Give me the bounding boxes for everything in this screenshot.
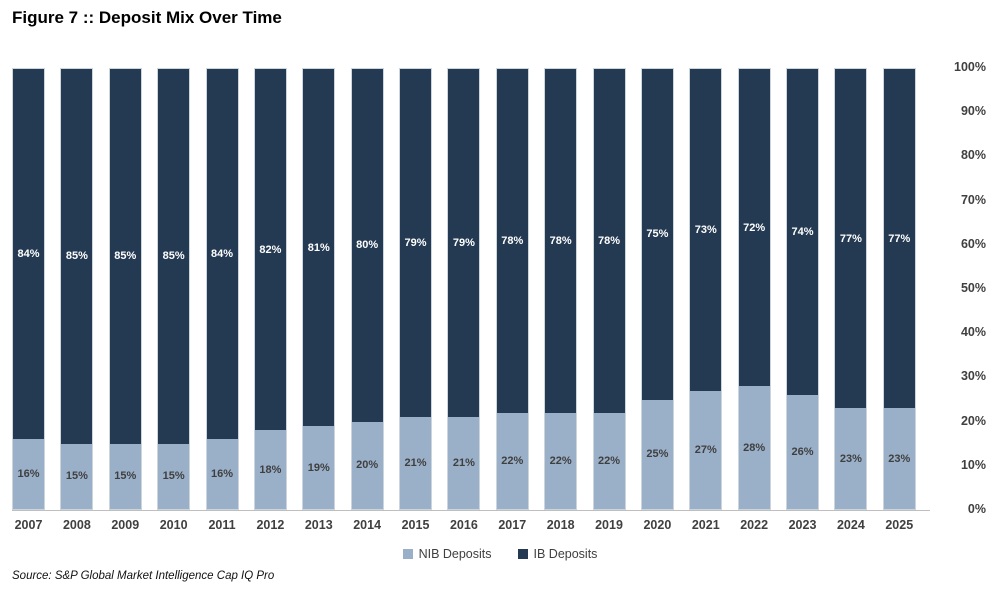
segment-nib-2011: 16%: [205, 439, 239, 510]
segment-nib-2008: 15%: [60, 443, 94, 510]
y-tick-90: 90%: [960, 104, 986, 119]
y-tick-40: 40%: [960, 325, 986, 340]
bar-2016: 79% 21% 2016: [447, 68, 481, 532]
segment-nib-2010: 15%: [157, 443, 191, 510]
x-tick-2018: 2018: [546, 518, 575, 532]
x-tick-2007: 2007: [14, 518, 43, 532]
segment-nib-2018: 22%: [544, 412, 578, 510]
segment-ib-2010: 85%: [157, 68, 191, 444]
x-tick-2008: 2008: [62, 518, 91, 532]
x-tick-2017: 2017: [498, 518, 527, 532]
bar-2015: 79% 21% 2015: [399, 68, 432, 532]
bar-2012: 82% 18% 2012: [253, 68, 287, 532]
bar-2013: 81% 19% 2013: [302, 68, 336, 532]
segment-ib-2021: 73%: [689, 68, 723, 391]
segment-nib-2025: 23%: [882, 408, 916, 510]
y-tick-80: 80%: [960, 148, 986, 163]
bar-2009: 85% 15% 2009: [108, 68, 142, 532]
bar-2025: 77% 23% 2025: [882, 68, 916, 532]
bar-2017: 78% 22% 2017: [495, 68, 529, 532]
x-tick-2013: 2013: [304, 518, 333, 532]
x-tick-2019: 2019: [595, 518, 623, 532]
segment-nib-2024: 23%: [834, 408, 868, 510]
source-note: Source: S&P Global Market Intelligence C…: [12, 570, 275, 582]
x-tick-2022: 2022: [740, 518, 769, 532]
segment-ib-2007: 84%: [12, 68, 45, 440]
chart-title: Figure 7 :: Deposit Mix Over Time: [12, 8, 282, 27]
segment-nib-2007: 16%: [12, 439, 45, 510]
segment-ib-2018: 78%: [544, 68, 578, 413]
bar-2019: 78% 22% 2019: [592, 68, 626, 532]
bar-2010: 85% 15% 2010: [157, 68, 191, 532]
y-tick-10: 10%: [960, 457, 986, 472]
legend-label: IB Deposits: [533, 547, 598, 561]
bar-2021: 73% 27% 2021: [689, 68, 723, 532]
segment-ib-2022: 72%: [737, 68, 771, 387]
segment-nib-2015: 21%: [399, 417, 432, 510]
segment-nib-2017: 22%: [495, 412, 529, 510]
bar-2022: 72% 28% 2022: [737, 68, 771, 532]
y-tick-50: 50%: [960, 281, 986, 295]
x-tick-2012: 2012: [256, 518, 285, 532]
segment-nib-2023: 26%: [786, 395, 819, 510]
segment-ib-2013: 81%: [302, 68, 336, 427]
x-tick-2021: 2021: [691, 518, 720, 532]
legend-label: NIB Deposits: [418, 547, 492, 561]
x-tick-2016: 2016: [449, 518, 478, 532]
legend-item-ib-deposits: IB Deposits: [517, 547, 598, 561]
bar-2020: 75% 25% 2020: [640, 68, 674, 532]
bar-2024: 77% 23% 2024: [834, 68, 868, 532]
segment-nib-2009: 15%: [108, 443, 142, 510]
x-tick-2009: 2009: [111, 518, 140, 532]
legend-swatch: [402, 549, 413, 559]
segment-ib-2015: 79%: [399, 68, 432, 418]
segment-nib-2019: 22%: [592, 412, 626, 510]
segment-ib-2020: 75%: [640, 68, 674, 400]
segment-nib-2013: 19%: [302, 426, 336, 510]
plot-area: 84% 16% 2007 85% 15% 2008 85% 15% 2009 85% 15% 2010…: [12, 68, 916, 532]
x-tick-2025: 2025: [885, 518, 914, 532]
segment-nib-2016: 21%: [447, 417, 481, 510]
bar-2014: 80% 20% 2014: [350, 68, 384, 532]
y-tick-0: 0%: [967, 502, 986, 516]
segment-ib-2023: 74%: [786, 68, 819, 396]
segment-nib-2012: 18%: [253, 430, 287, 510]
segment-ib-2024: 77%: [834, 68, 868, 409]
segment-ib-2017: 78%: [495, 68, 529, 413]
legend-swatch: [517, 549, 528, 559]
legend: NIB Deposits IB Deposits: [0, 547, 1000, 561]
segment-nib-2014: 20%: [350, 421, 384, 510]
segment-ib-2025: 77%: [882, 68, 916, 409]
segment-ib-2011: 84%: [205, 68, 239, 440]
segment-ib-2016: 79%: [447, 68, 481, 418]
x-tick-2023: 2023: [788, 518, 817, 532]
x-tick-2015: 2015: [401, 518, 430, 532]
bar-2011: 84% 16% 2011: [205, 68, 239, 532]
x-tick-2011: 2011: [208, 518, 236, 532]
segment-ib-2019: 78%: [592, 68, 626, 413]
segment-ib-2012: 82%: [253, 68, 287, 431]
x-tick-2014: 2014: [353, 518, 382, 532]
bar-2018: 78% 22% 2018: [544, 68, 578, 532]
x-axis-baseline: [12, 510, 930, 511]
x-tick-2020: 2020: [643, 518, 672, 532]
segment-nib-2022: 28%: [737, 386, 771, 510]
segment-nib-2020: 25%: [640, 399, 674, 510]
bar-2008: 85% 15% 2008: [60, 68, 94, 532]
bar-2023: 74% 26% 2023: [786, 68, 819, 532]
y-tick-70: 70%: [960, 192, 986, 207]
y-tick-20: 20%: [960, 413, 986, 428]
segment-nib-2021: 27%: [689, 390, 723, 510]
y-tick-100: 100%: [954, 60, 986, 74]
legend-item-nib-deposits: NIB Deposits: [402, 547, 492, 561]
segment-ib-2009: 85%: [108, 68, 142, 444]
segment-ib-2014: 80%: [350, 68, 384, 422]
segment-ib-2008: 85%: [60, 68, 94, 444]
y-tick-60: 60%: [960, 236, 986, 251]
bar-2007: 84% 16% 2007: [12, 68, 45, 532]
y-tick-30: 30%: [960, 369, 986, 384]
x-tick-2024: 2024: [836, 518, 865, 532]
x-tick-2010: 2010: [159, 518, 188, 532]
